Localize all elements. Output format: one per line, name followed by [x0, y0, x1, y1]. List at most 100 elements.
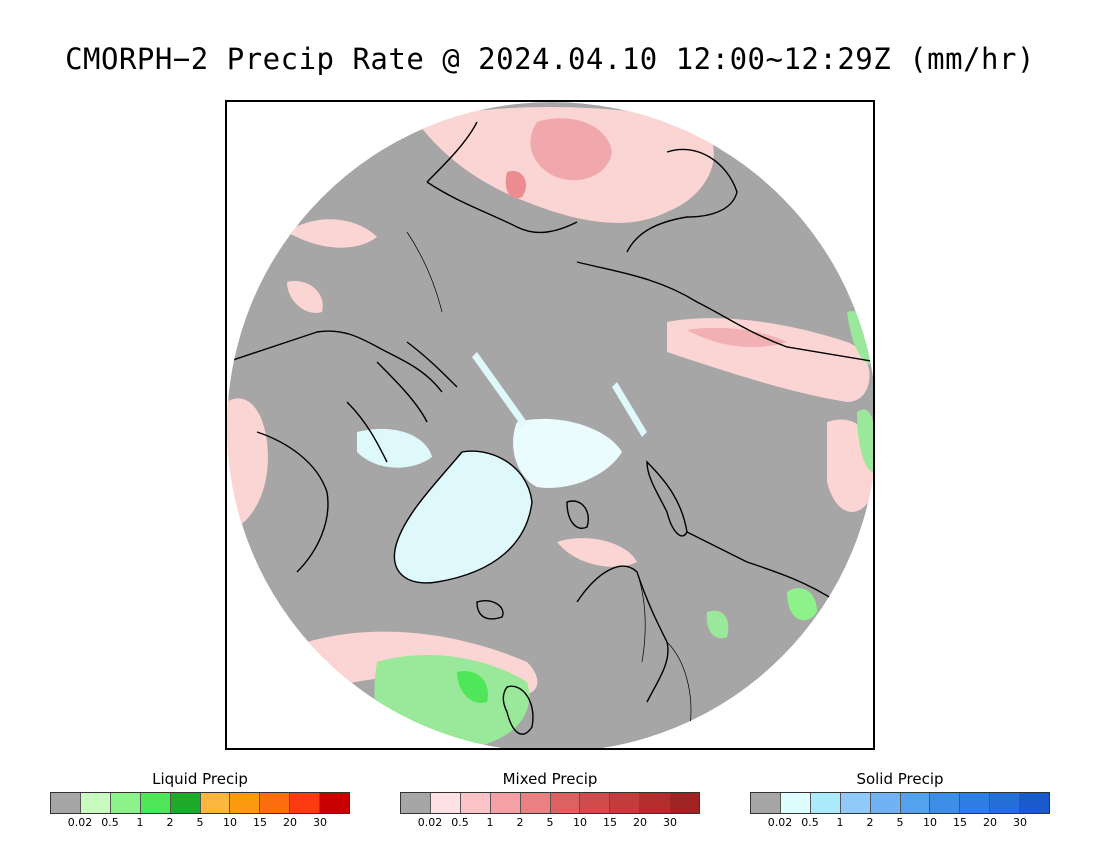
coast-hudson-bay	[256, 431, 329, 573]
legend-tick-label: 0.02	[67, 816, 93, 829]
legend-swatch	[290, 793, 321, 813]
legend-swatch	[550, 793, 581, 813]
mixed-precip-canada-band	[287, 219, 377, 248]
mixed-precip-siberia-core	[687, 327, 787, 348]
legend-tick-label: 1	[136, 816, 144, 829]
arctic-ocean-ice	[513, 418, 622, 488]
legend-swatch	[230, 793, 261, 813]
legend-tick-label: 0.5	[801, 816, 819, 829]
coast-alaska	[426, 121, 578, 234]
coast-svalbard	[566, 500, 589, 529]
legend-swatch	[140, 793, 171, 813]
map-svg	[227, 102, 873, 748]
liquid-precip-russia	[787, 588, 817, 621]
legend-mixed: Mixed Precip 0.02 0.5 1 2 5 10 15 20 30	[400, 770, 700, 830]
legend-tick-label: 0.02	[417, 816, 443, 829]
legend-tick-label: 1	[836, 816, 844, 829]
legend-tick-label: 2	[166, 816, 174, 829]
legend-liquid: Liquid Precip 0.02 0.5 1 2 5 10 15 20 30	[50, 770, 350, 830]
legend-swatch	[900, 793, 931, 813]
legend-tick-label: 0.5	[101, 816, 119, 829]
coast-siberia-north	[576, 261, 873, 363]
legend-tick-label: 15	[603, 816, 617, 829]
legend-tick-label: 30	[663, 816, 677, 829]
legend-swatch	[960, 793, 991, 813]
coast-siberia-east	[626, 148, 738, 253]
legend-swatch	[520, 793, 551, 813]
legend-tick-label: 15	[953, 816, 967, 829]
mixed-precip-scandinavia	[557, 538, 637, 567]
tick-labels: 0.02 0.5 1 2 5 10 15 20 30	[750, 814, 1050, 830]
border-scandinavia	[636, 571, 646, 663]
legend-swatch	[51, 793, 81, 813]
legend-tick-label: 20	[633, 816, 647, 829]
color-bar	[50, 792, 350, 814]
coast-british-isles	[502, 685, 534, 735]
coast-iceland	[476, 600, 504, 620]
coast-greenland	[393, 450, 533, 584]
legend-tick-label: 30	[313, 816, 327, 829]
legend-swatch	[990, 793, 1021, 813]
legend-swatch	[200, 793, 231, 813]
legend-swatch	[840, 793, 871, 813]
polar-precip-map	[225, 100, 875, 750]
legend-title: Mixed Precip	[502, 770, 598, 788]
coast-canada	[227, 330, 443, 393]
liquid-precip-atlantic-core	[457, 671, 488, 703]
legend-tick-label: 30	[1013, 816, 1027, 829]
arctic-ice-streak-2	[612, 382, 647, 437]
legend-tick-label: 5	[896, 816, 904, 829]
legend-swatch	[780, 793, 811, 813]
legend-swatch	[640, 793, 671, 813]
legend-swatch	[320, 793, 350, 813]
legend-swatch	[430, 793, 461, 813]
tick-labels: 0.02 0.5 1 2 5 10 15 20 30	[50, 814, 350, 830]
color-bar	[400, 792, 700, 814]
coast-novaya-zemlya	[646, 460, 688, 537]
canadian-archipelago-ice	[357, 428, 432, 468]
coast-scandinavia	[576, 565, 669, 703]
chart-title: CMORPH−2 Precip Rate @ 2024.04.10 12:00~…	[65, 42, 1035, 76]
mixed-precip-pacific-core	[530, 118, 612, 181]
legend-swatch	[670, 793, 700, 813]
legend-tick-label: 10	[923, 816, 937, 829]
legend-swatch	[930, 793, 961, 813]
legend-swatch	[80, 793, 111, 813]
legend-swatch	[401, 793, 431, 813]
legend-swatch	[490, 793, 521, 813]
coast-archipelago	[346, 341, 458, 463]
legend-swatch	[170, 793, 201, 813]
legend-tick-label: 10	[223, 816, 237, 829]
legend-swatch	[1020, 793, 1050, 813]
legend-title: Liquid Precip	[152, 770, 248, 788]
legend-solid: Solid Precip 0.02 0.5 1 2 5 10 15 20 30	[750, 770, 1050, 830]
legend-tick-label: 20	[983, 816, 997, 829]
legend-tick-label: 10	[573, 816, 587, 829]
legend-tick-label: 15	[253, 816, 267, 829]
mixed-precip-pacific-core-small	[505, 171, 527, 199]
legend-swatch	[580, 793, 611, 813]
legend-tick-label: 0.5	[451, 816, 469, 829]
legend-swatch	[610, 793, 641, 813]
border-alaska-canada	[406, 231, 443, 313]
arctic-ice-streak-1	[472, 352, 527, 427]
legend-swatch	[751, 793, 781, 813]
greenland-ice	[394, 451, 532, 583]
legend-swatch	[260, 793, 291, 813]
legend-tick-label: 0.02	[767, 816, 793, 829]
legend-tick-label: 2	[866, 816, 874, 829]
color-bar	[750, 792, 1050, 814]
mixed-precip-atlantic-west	[287, 281, 323, 313]
tick-labels: 0.02 0.5 1 2 5 10 15 20 30	[400, 814, 700, 830]
legend-tick-label: 2	[516, 816, 524, 829]
legend-tick-label: 20	[283, 816, 297, 829]
legend-swatch	[110, 793, 141, 813]
liquid-precip-russia-small	[706, 610, 729, 639]
legend-tick-label: 5	[546, 816, 554, 829]
legend-title: Solid Precip	[856, 770, 944, 788]
legend-swatch	[810, 793, 841, 813]
legend-tick-label: 5	[196, 816, 204, 829]
legend-tick-label: 1	[486, 816, 494, 829]
legend-swatch	[460, 793, 491, 813]
legend-swatch	[870, 793, 901, 813]
